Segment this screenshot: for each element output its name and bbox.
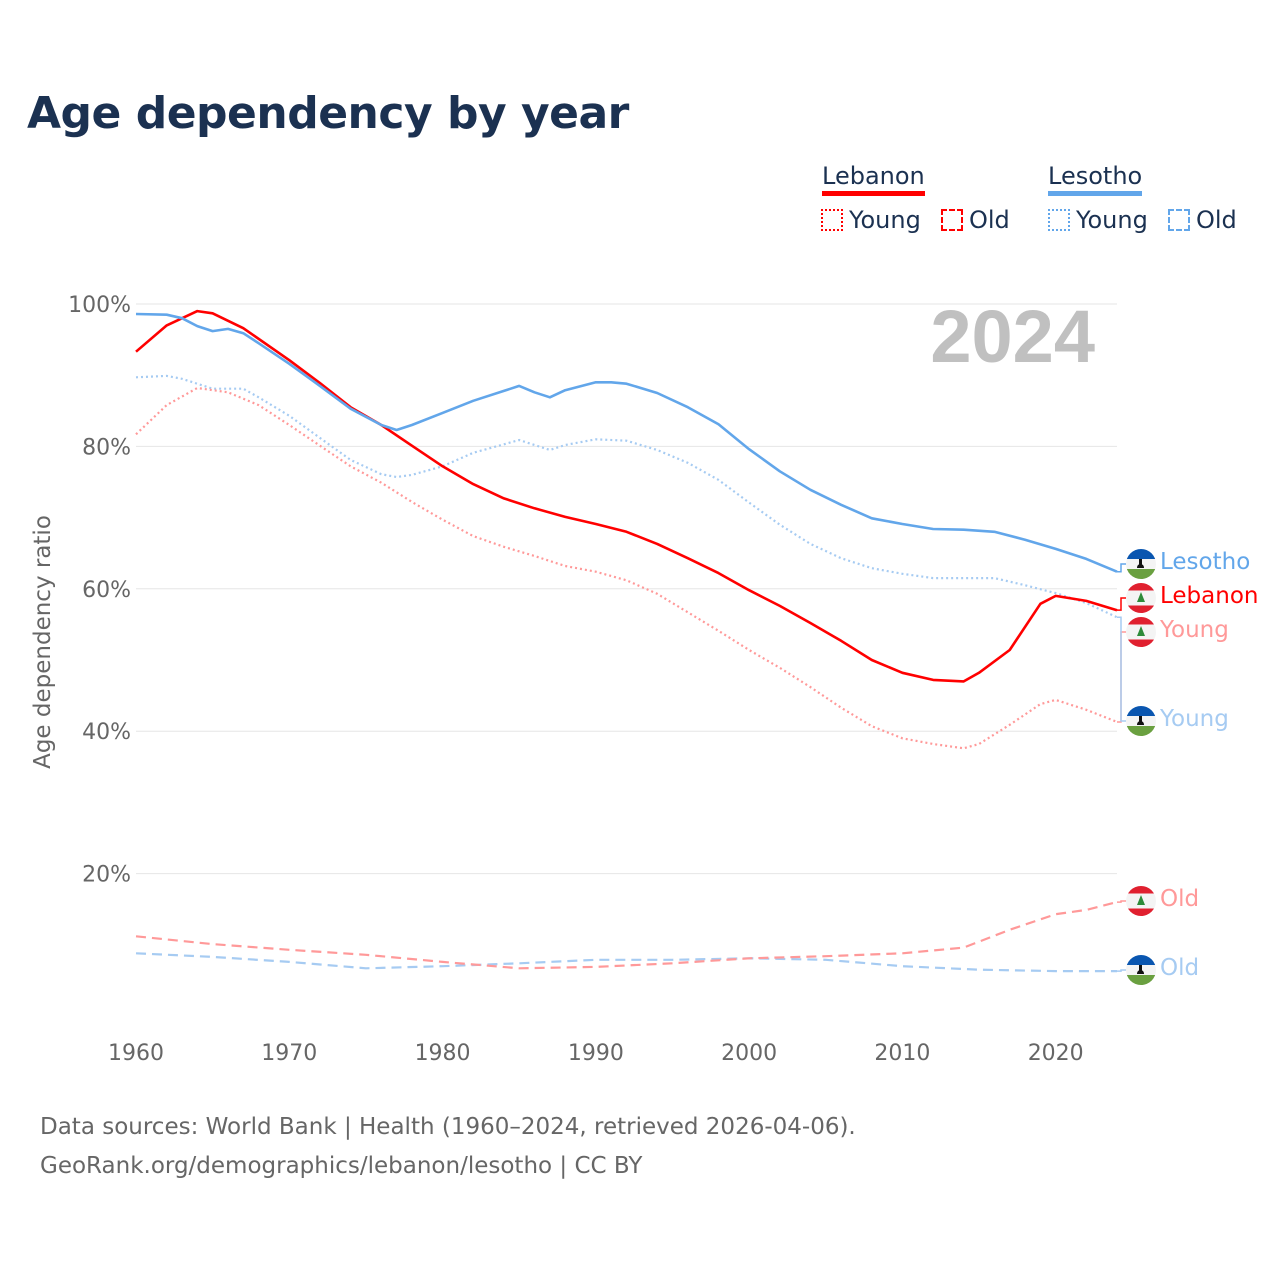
lebanon-flag-icon [1126, 886, 1156, 916]
legend-lesotho-young[interactable]: Young [1048, 206, 1148, 234]
x-tick-label: 1980 [415, 1041, 471, 1066]
series-line-lebanon-young [135, 386, 1118, 750]
end-label-lesotho-young: Young [1160, 706, 1229, 732]
label-connector [1117, 900, 1126, 903]
label-connector [1117, 563, 1126, 573]
label-connector [1117, 616, 1126, 722]
series-line-lebanon-old [135, 901, 1118, 970]
x-tick-label: 2020 [1028, 1041, 1084, 1066]
y-tick-label: 80% [82, 435, 131, 460]
legend-lebanon-swatch [822, 191, 925, 196]
legend-lesotho-label: Lesotho [1048, 162, 1143, 190]
x-tick-label: 2000 [721, 1041, 777, 1066]
legend-lesotho-old[interactable]: Old [1168, 206, 1237, 234]
y-tick-label: 40% [82, 720, 131, 745]
legend-label: Old [1196, 206, 1237, 234]
lebanon-flag-icon [1126, 617, 1156, 647]
year-watermark: 2024 [930, 295, 1095, 378]
end-label-lebanon: Lebanon [1160, 583, 1259, 609]
legend-lesotho-swatch [1048, 191, 1143, 196]
series-line-lesotho-young [135, 374, 1118, 619]
x-tick-label: 2010 [874, 1041, 930, 1066]
y-tick-label: 100% [68, 293, 131, 318]
end-label-lebanon-young: Young [1160, 617, 1229, 643]
end-label-lebanon-old: Old [1160, 886, 1200, 912]
dashed-swatch-icon [941, 209, 963, 231]
legend-lebanon-young[interactable]: Young [821, 206, 921, 234]
source-link[interactable]: GeoRank.org/demographics/lebanon/lesotho… [40, 1153, 643, 1179]
x-tick-label: 1960 [108, 1041, 164, 1066]
source-note: Data sources: World Bank | Health (1960–… [40, 1114, 856, 1140]
legend-lebanon-old[interactable]: Old [941, 206, 1010, 234]
legend-lesotho[interactable]: Lesotho [1048, 162, 1143, 196]
lebanon-flag-icon [1126, 583, 1156, 613]
dotted-swatch-icon [1048, 209, 1070, 231]
y-tick-label: 60% [82, 578, 131, 603]
series-line-lesotho-old [135, 952, 1117, 973]
legend-lebanon[interactable]: Lebanon [822, 162, 925, 196]
footer: Data sources: World Bank | Health (1960–… [40, 1108, 856, 1186]
lesotho-flag-icon [1126, 706, 1156, 736]
y-axis-label: Age dependency ratio [30, 515, 56, 769]
series-line-lesotho [135, 312, 1118, 573]
x-tick-label: 1990 [568, 1041, 624, 1066]
x-tick-label: 1970 [261, 1041, 317, 1066]
y-tick-label: 20% [82, 863, 131, 888]
lesotho-flag-icon [1126, 549, 1156, 579]
label-connector [1117, 597, 1126, 611]
legend-lebanon-label: Lebanon [822, 162, 925, 190]
dotted-swatch-icon [821, 209, 843, 231]
dashed-swatch-icon [1168, 209, 1190, 231]
legend-label: Young [1076, 206, 1148, 234]
lesotho-flag-icon [1126, 955, 1156, 985]
series-line-lebanon [135, 309, 1118, 683]
legend-label: Old [969, 206, 1010, 234]
end-label-lesotho: Lesotho [1160, 549, 1251, 575]
end-label-lesotho-old: Old [1160, 955, 1200, 981]
label-connector [1117, 969, 1126, 972]
chart-title: Age dependency by year [27, 88, 629, 139]
legend-label: Young [849, 206, 921, 234]
